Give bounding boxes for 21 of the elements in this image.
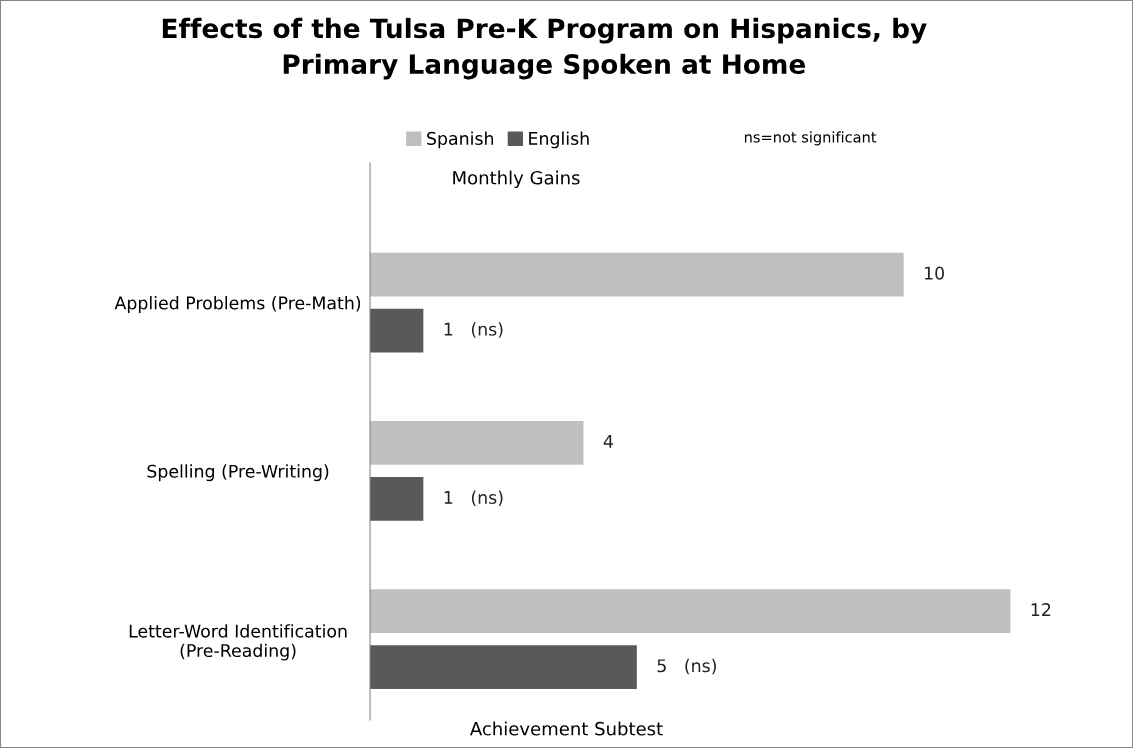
bar: [370, 477, 424, 521]
bar: [370, 252, 904, 297]
y-tick-label: Spelling (Pre-Writing): [147, 464, 329, 482]
bar: [370, 308, 424, 353]
legend-label: English: [529, 131, 589, 149]
text: Achievement Subtest: [469, 721, 663, 736]
chart-title: Effects of the Tulsa Pre-K Program on Hispanics, by Primary Language Spoken at Home: [162, 17, 927, 80]
bar: [370, 589, 1011, 634]
data-label: 4: [603, 435, 613, 448]
y-tick-label: Applied Problems (Pre-Math): [114, 296, 361, 313]
bar: [370, 421, 584, 465]
x-axis-title: Monthly Gains: [453, 170, 580, 189]
text: ns=not significant: [744, 131, 877, 146]
y-tick-label: Letter-Word Identification (Pre-Reading): [129, 624, 347, 661]
bar: [370, 645, 637, 690]
data-label: 12: [1031, 603, 1051, 616]
data-label: 10: [924, 266, 945, 280]
data-label: 1 (ns): [444, 322, 503, 338]
data-label: 5 (ns): [657, 658, 716, 675]
legend-label: Spanish: [427, 131, 494, 149]
data-label: 1 (ns): [444, 490, 503, 507]
